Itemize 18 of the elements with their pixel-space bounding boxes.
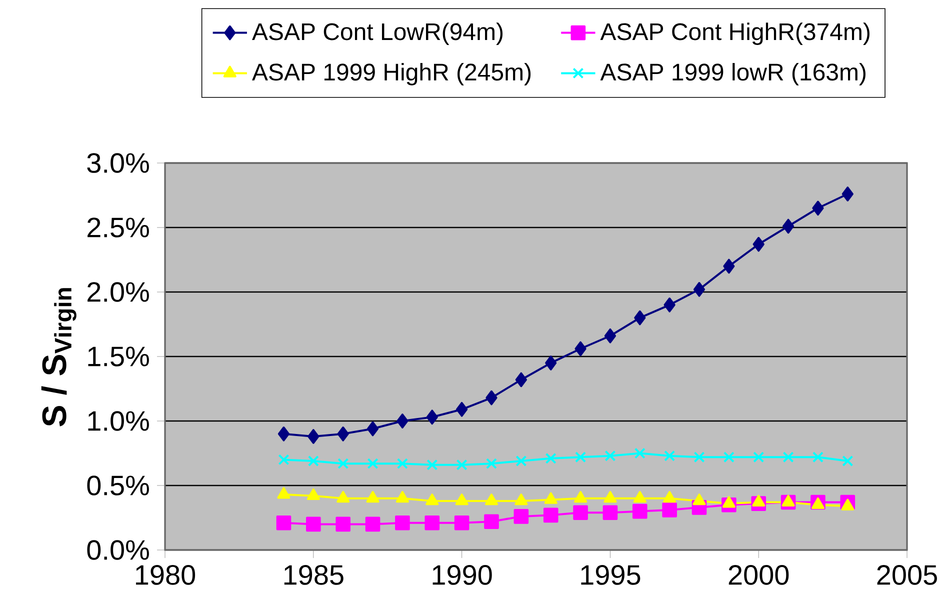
x-tick-label: 2005	[877, 565, 937, 585]
legend-label: ASAP 1999 lowR (163m)	[600, 63, 866, 86]
x-tick-label: 1985	[284, 565, 344, 585]
legend-label: ASAP Cont HighR(374m)	[600, 22, 870, 45]
legend-label: ASAP 1999 HighR (245m)	[252, 63, 531, 86]
y-tick-label: 1.5%	[88, 346, 149, 366]
legend-label: ASAP Cont LowR(94m)	[252, 22, 503, 45]
y-tick-label: 0.0%	[87, 540, 149, 560]
x-tick-label: 1990	[432, 565, 492, 585]
x-tick-label: 2000	[728, 565, 789, 585]
y-tick-label: 2.5%	[88, 218, 149, 238]
x-tick-label: 1980	[136, 565, 196, 585]
y-tick-label: 3.0%	[87, 153, 149, 173]
y-axis-title: S / S$_{Virgin}$	[41, 288, 76, 426]
y-tick-label: 0.5%	[87, 476, 149, 496]
y-tick-label: 1.0%	[88, 411, 149, 431]
x-tick-label: 1995	[581, 565, 640, 585]
y-tick-label: 2.0%	[88, 282, 149, 302]
